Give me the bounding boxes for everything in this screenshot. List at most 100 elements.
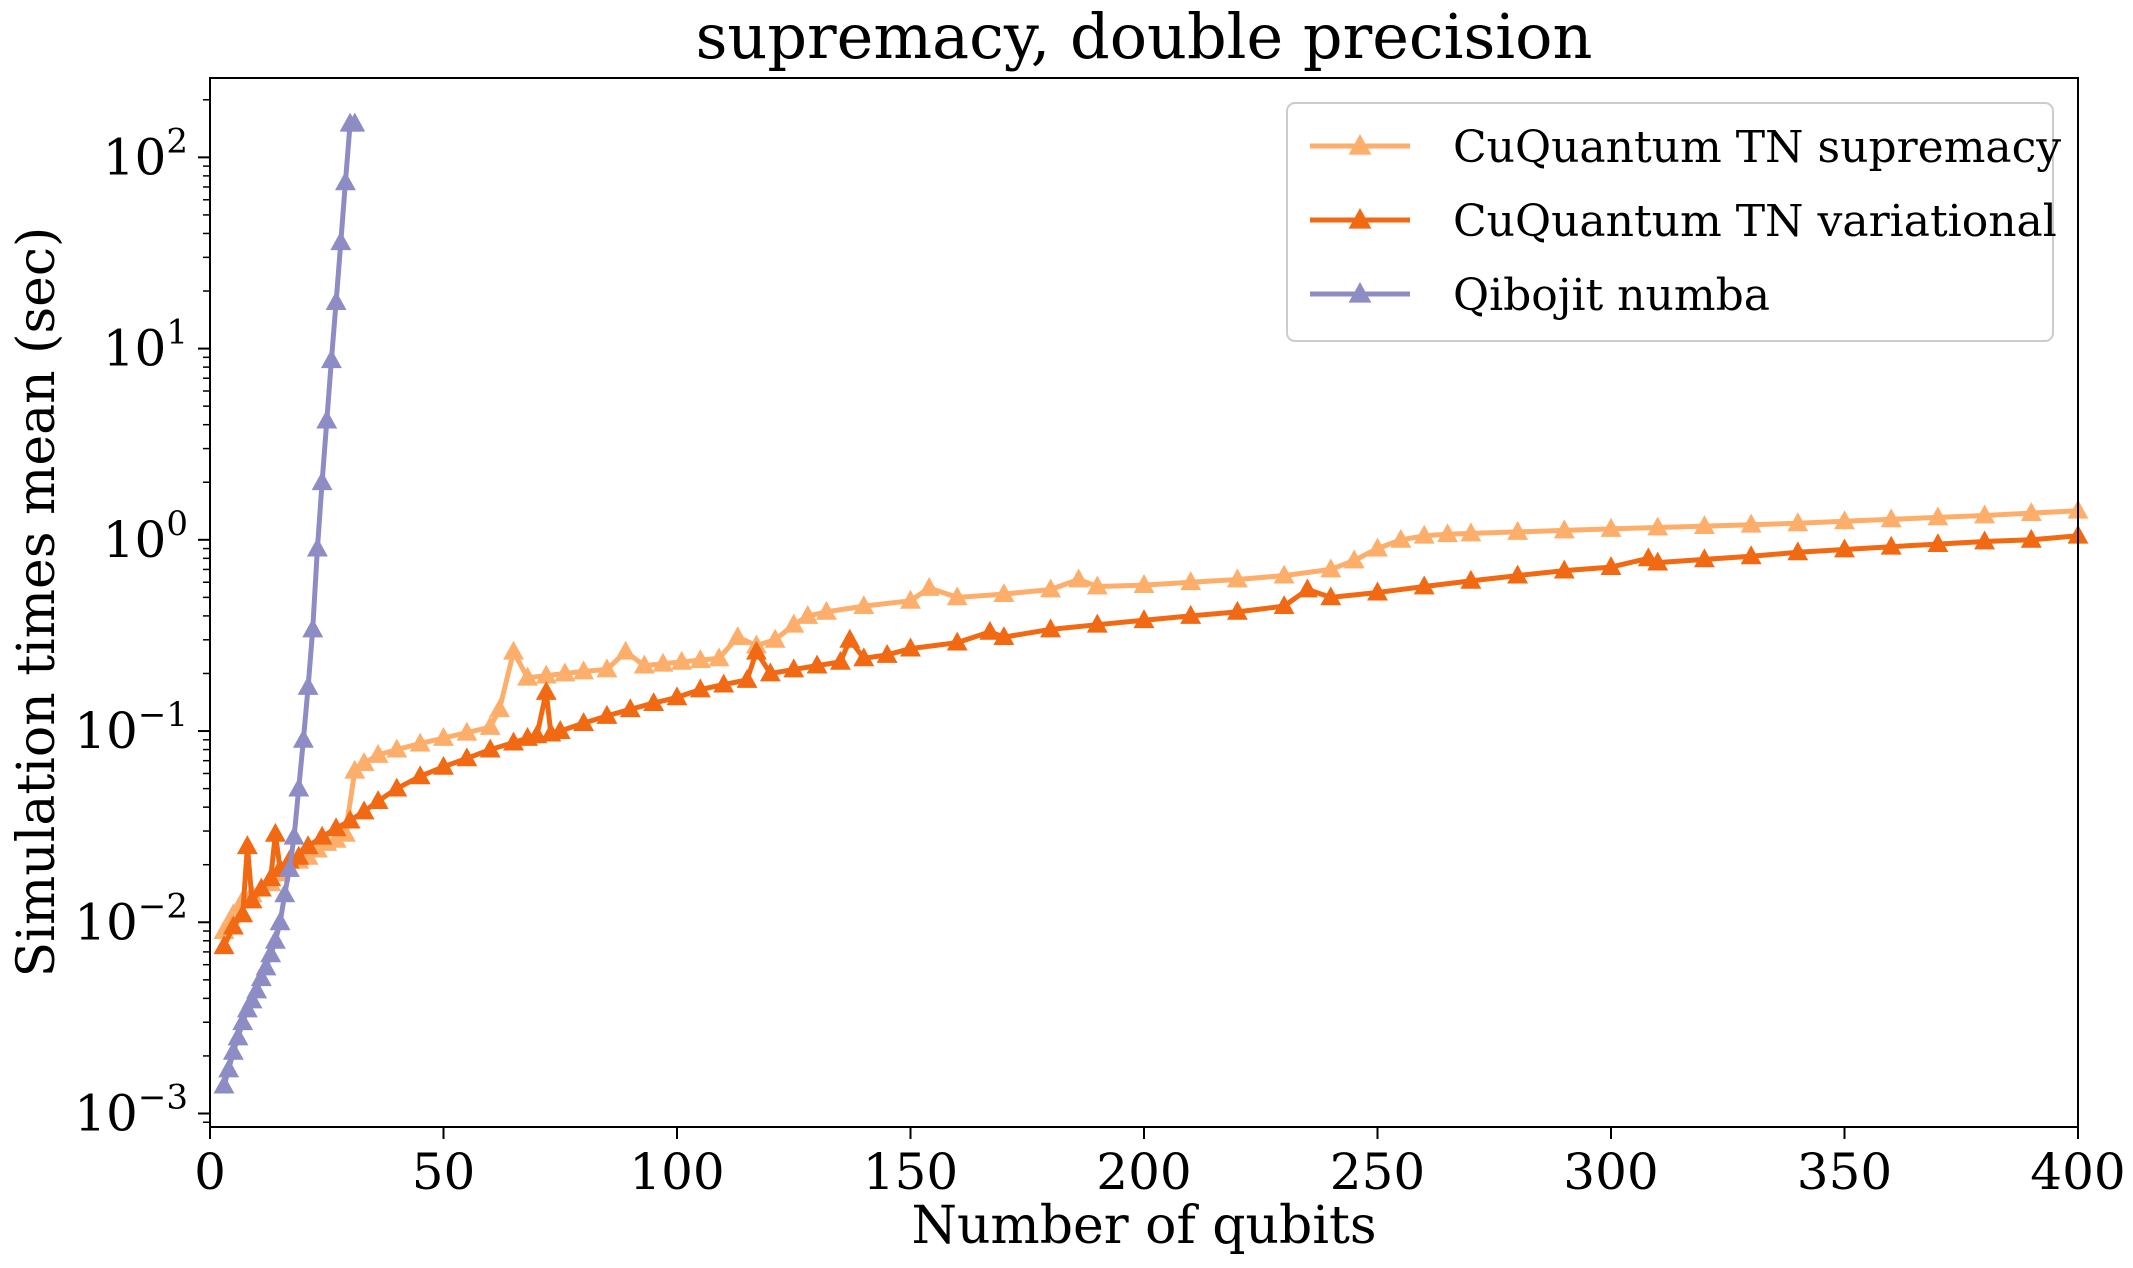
legend-box xyxy=(1286,102,2054,342)
y-tick-label: 10−1 xyxy=(74,695,188,760)
x-axis: 0 50 100 150 200 250 300 350 400 xyxy=(194,1127,2126,1201)
y-tick-label: 10−2 xyxy=(74,886,188,951)
data-point xyxy=(876,643,898,663)
data-point xyxy=(409,732,431,752)
data-point xyxy=(1927,533,1949,552)
data-point xyxy=(993,583,1015,603)
x-tick-label: 300 xyxy=(1563,1143,1658,1201)
series-line xyxy=(221,533,2079,948)
data-point xyxy=(806,654,828,674)
data-point xyxy=(250,877,272,897)
data-point xyxy=(503,640,524,660)
data-point xyxy=(853,647,875,667)
x-tick-label: 50 xyxy=(412,1143,476,1201)
data-point xyxy=(797,604,819,624)
data-point xyxy=(830,650,851,670)
data-point xyxy=(783,613,805,633)
data-point xyxy=(1927,506,1949,526)
data-point xyxy=(689,678,711,698)
data-point xyxy=(241,989,263,1009)
data-point xyxy=(1320,558,1342,578)
data-point xyxy=(274,883,296,903)
data-point xyxy=(246,979,268,999)
data-point xyxy=(764,628,786,648)
data-point xyxy=(297,835,319,855)
legend-swatch-marker xyxy=(1348,208,1372,229)
data-point xyxy=(946,586,968,606)
data-point xyxy=(1367,537,1388,557)
data-point xyxy=(1553,519,1575,539)
x-tick-label: 0 xyxy=(194,1143,226,1201)
data-point xyxy=(759,662,781,682)
data-point xyxy=(643,692,665,712)
data-point xyxy=(1367,581,1388,601)
data-point xyxy=(334,822,356,842)
x-tick-label: 200 xyxy=(1096,1143,1191,1201)
data-point xyxy=(292,728,314,748)
data-point xyxy=(1068,568,1090,588)
x-tick-label: 100 xyxy=(629,1143,724,1201)
data-point xyxy=(260,943,282,963)
data-point xyxy=(325,291,347,311)
data-point xyxy=(1974,504,1996,524)
data-point xyxy=(456,747,478,767)
data-point xyxy=(1273,595,1295,615)
y-tick-label: 101 xyxy=(103,313,188,378)
data-point xyxy=(1693,548,1715,568)
data-point xyxy=(232,903,254,923)
data-point xyxy=(979,620,1001,640)
data-point xyxy=(288,845,310,865)
y-tick-label: 102 xyxy=(103,121,188,186)
data-point xyxy=(479,738,501,758)
data-point xyxy=(1880,535,1902,555)
data-point xyxy=(283,825,305,845)
y-axis-label: Simulation times mean (sec) xyxy=(7,227,67,978)
x-tick-label: 250 xyxy=(1330,1143,1425,1201)
data-point xyxy=(918,576,940,596)
data-point xyxy=(2020,502,2042,521)
data-point xyxy=(1086,575,1108,595)
data-point xyxy=(619,698,641,718)
data-point xyxy=(1974,530,1996,550)
data-point xyxy=(311,471,333,491)
data-point xyxy=(573,712,595,732)
data-point xyxy=(1507,564,1529,584)
x-axis-label: Number of qubits xyxy=(911,1196,1376,1256)
data-point xyxy=(1740,513,1762,533)
data-point xyxy=(554,662,576,682)
data-point xyxy=(250,967,272,987)
series-qibojit-numba xyxy=(213,112,366,1094)
data-point xyxy=(213,935,235,955)
data-point xyxy=(1834,538,1855,558)
data-point xyxy=(222,915,244,935)
data-point xyxy=(652,652,674,672)
data-point xyxy=(264,822,286,842)
data-point xyxy=(727,626,749,646)
data-point xyxy=(320,349,342,369)
data-point xyxy=(278,857,300,877)
series-cuquantum-tn-variational xyxy=(213,524,2089,955)
data-point xyxy=(269,911,291,931)
data-point xyxy=(297,675,319,695)
y-tick-label: 100 xyxy=(103,504,188,569)
x-tick-label: 400 xyxy=(2030,1143,2125,1201)
data-point xyxy=(713,673,735,693)
data-point xyxy=(1880,508,1902,528)
legend-label: CuQuantum TN variational xyxy=(1453,196,2057,247)
data-point xyxy=(815,600,837,620)
data-point xyxy=(433,726,454,746)
data-point xyxy=(1787,512,1809,532)
data-point xyxy=(1647,551,1669,571)
data-point xyxy=(236,835,258,855)
data-point xyxy=(596,658,618,678)
data-point xyxy=(222,1040,244,1060)
data-point xyxy=(339,809,361,829)
data-point xyxy=(316,409,338,429)
x-tick-label: 150 xyxy=(863,1143,958,1201)
legend: CuQuantum TN supremacy CuQuantum TN varia… xyxy=(1286,102,2061,342)
data-point xyxy=(1226,568,1248,588)
data-point xyxy=(306,537,328,557)
data-point xyxy=(1180,604,1202,624)
data-point xyxy=(1390,528,1412,548)
